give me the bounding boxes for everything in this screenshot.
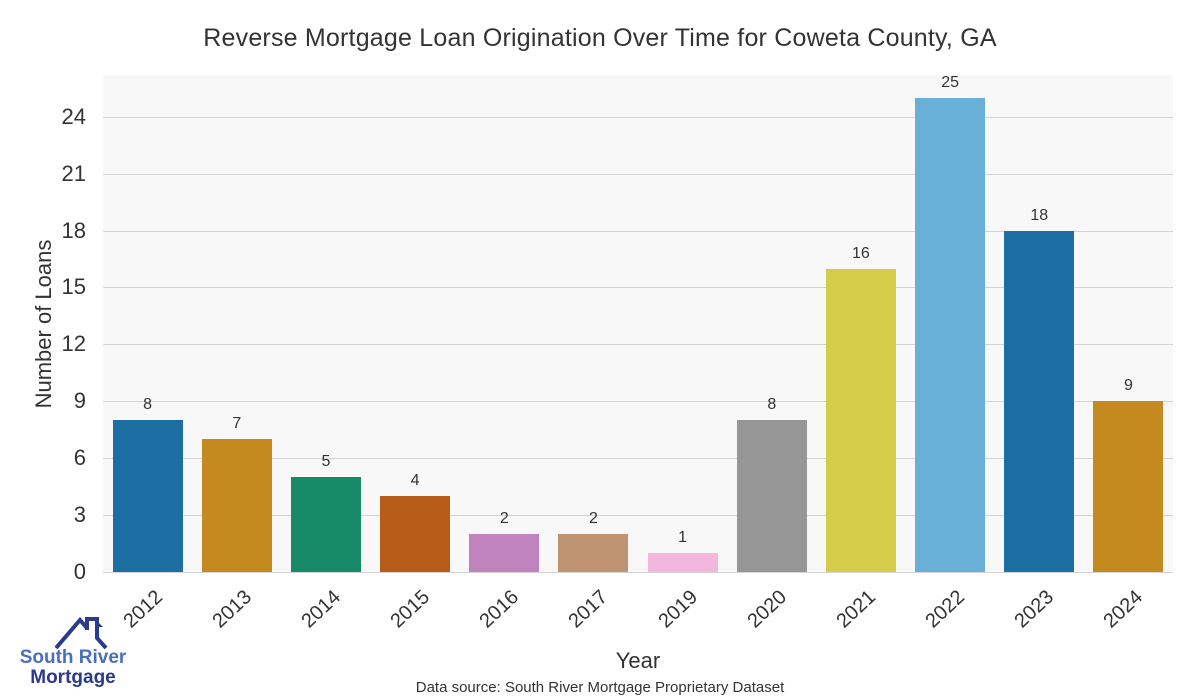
bar-2019: [647, 553, 718, 572]
bar-2022: [915, 97, 986, 572]
bar-value-label-2020: 8: [767, 396, 777, 414]
bar-value-label-2013: 7: [232, 415, 242, 433]
bar-value-label-2021: 16: [851, 244, 870, 262]
logo-text-line2: Mortgage: [30, 667, 116, 688]
x-tick-label-2024: 2024: [1099, 586, 1148, 633]
logo-text-line1: South River: [19, 647, 127, 668]
bar-value-label-2012: 8: [143, 396, 153, 414]
bar-value-label-2017: 2: [588, 510, 598, 528]
y-tick-label-15: 15: [61, 274, 86, 300]
bar-value-label-2024: 9: [1123, 377, 1133, 395]
gridline-y3: [103, 515, 1173, 517]
bar-value-label-2019: 1: [678, 529, 688, 546]
gridline-y18: [103, 230, 1173, 232]
bar-value-label-2014: 5: [321, 453, 331, 471]
bar-2015: [380, 496, 451, 572]
bar-2020: [736, 420, 807, 572]
bar-2023: [1004, 230, 1075, 572]
x-axis-title: Year: [615, 648, 661, 673]
bar-value-label-2016: 2: [499, 510, 509, 528]
y-tick-label-21: 21: [61, 160, 86, 186]
chart-title: Reverse Mortgage Loan Origination Over T…: [203, 24, 997, 52]
x-tick-label-2014: 2014: [297, 586, 345, 633]
bar-2014: [290, 477, 361, 572]
y-tick-label-6: 6: [73, 445, 86, 471]
y-tick-label-0: 0: [73, 559, 86, 584]
y-tick-label-12: 12: [61, 331, 86, 357]
x-tick-label-2023: 2023: [1010, 586, 1059, 633]
bar-2016: [469, 534, 540, 572]
gridline-y21: [103, 173, 1173, 175]
y-tick-label-3: 3: [73, 502, 86, 528]
y-tick-label-9: 9: [73, 388, 86, 414]
house-roof-icon: [54, 616, 108, 650]
data-source-note: Data source: South River Mortgage Propri…: [415, 679, 785, 696]
y-tick-label-18: 18: [61, 217, 86, 243]
y-axis-title: Number of Loans: [31, 239, 56, 409]
gridline-y12: [103, 344, 1173, 346]
gridline-y24: [103, 116, 1173, 118]
bar-value-label-2023: 18: [1030, 206, 1049, 224]
bar-value-label-2022: 25: [941, 73, 959, 91]
x-tick-label-2013: 2013: [208, 586, 256, 633]
y-tick-label-24: 24: [61, 103, 86, 129]
gridline-y15: [103, 287, 1173, 289]
bar-2021: [825, 268, 896, 572]
gridline-y0: [103, 572, 1173, 573]
bar-2013: [201, 439, 272, 572]
brand-logo: South River Mortgage: [18, 598, 138, 688]
gridline-y9: [103, 401, 1173, 403]
bar-2012: [112, 420, 183, 572]
bar-2024: [1093, 401, 1164, 572]
plot-area: [103, 75, 1173, 573]
bar-value-label-2015: 4: [410, 472, 420, 490]
gridline-y6: [103, 458, 1173, 460]
bar-2017: [558, 534, 629, 572]
